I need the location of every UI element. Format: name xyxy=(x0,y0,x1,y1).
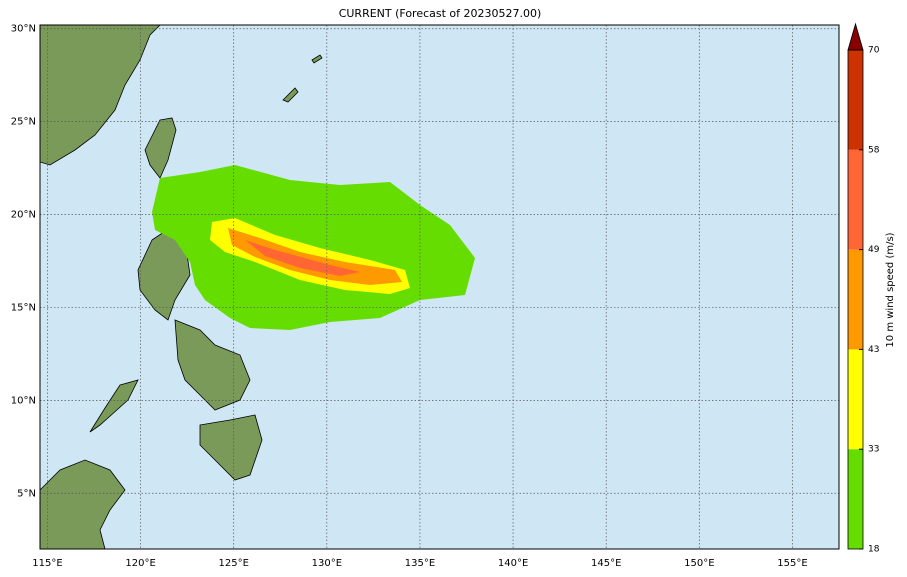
y-tick-label: 20°N xyxy=(11,210,36,221)
x-tick-label: 125°E xyxy=(218,558,248,569)
axes: 115°E 120°E 125°E 130°E 135°E 140°E 145°E 150°E… xyxy=(11,24,839,569)
y-tick-label: 15°N xyxy=(11,302,36,313)
map-title: CURRENT (Forecast of 20230527.00) xyxy=(339,7,542,20)
land xyxy=(39,24,323,550)
map-frame xyxy=(39,24,840,550)
y-tick-label: 5°N xyxy=(17,488,36,499)
colorbar-segment xyxy=(848,349,863,450)
colorbar-tick-label: 18 xyxy=(868,545,880,555)
colorbar-tick-label: 43 xyxy=(868,345,879,355)
x-tick-label: 145°E xyxy=(591,558,621,569)
x-tick-label: 115°E xyxy=(32,558,62,569)
x-tick-label: 150°E xyxy=(684,558,714,569)
colorbar-extend xyxy=(847,22,864,51)
wind-swath xyxy=(152,165,475,330)
x-tick-label: 120°E xyxy=(125,558,155,569)
x-tick-label: 140°E xyxy=(498,558,528,569)
colorbar-segment xyxy=(848,149,863,250)
colorbar: 18 33 43 49 58 70 xyxy=(847,22,880,555)
colorbar-label: 10 m wind speed (m/s) xyxy=(885,232,896,347)
colorbar-tick-label: 33 xyxy=(868,445,879,455)
colorbar-tick-label: 70 xyxy=(868,46,880,56)
colorbar-tick-label: 58 xyxy=(868,145,880,155)
colorbar-segment xyxy=(848,249,863,350)
colorbar-frame xyxy=(847,49,864,550)
x-tick-label: 130°E xyxy=(312,558,342,569)
y-tick-label: 30°N xyxy=(11,24,36,35)
y-tick-label: 10°N xyxy=(11,395,36,406)
y-tick-label: 25°N xyxy=(11,117,36,128)
x-tick-label: 135°E xyxy=(405,558,435,569)
colorbar-segment xyxy=(848,449,863,549)
colorbar-tick-label: 49 xyxy=(868,245,880,255)
x-tick-label: 155°E xyxy=(777,558,807,569)
colorbar-segment xyxy=(848,50,863,150)
